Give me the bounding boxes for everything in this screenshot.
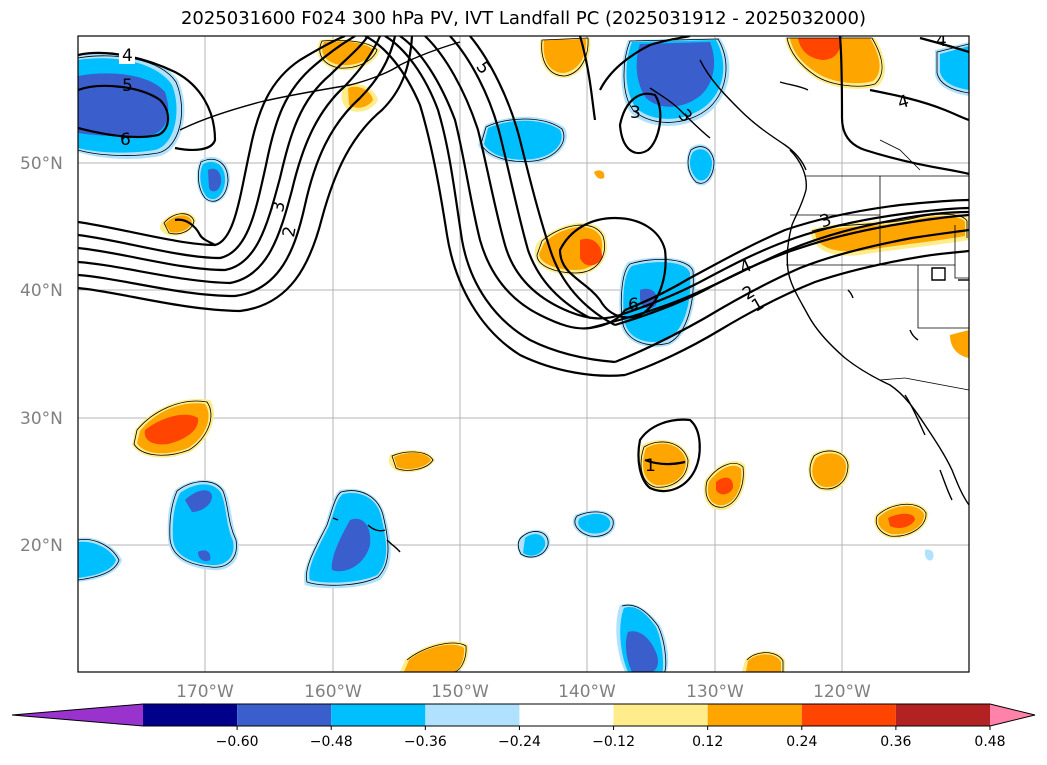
lon-label: 130°W (686, 682, 744, 702)
colorbar-bin (425, 704, 520, 726)
lat-label: 40°N (20, 281, 63, 301)
contour-label: 5 (122, 76, 133, 96)
contour-label: 3 (630, 103, 641, 123)
contour-label: 6 (628, 295, 639, 315)
positive-pc-shading (132, 38, 969, 672)
lat-label: 30°N (20, 409, 63, 429)
pv-contours (78, 36, 969, 493)
colorbar-bin (519, 704, 614, 726)
contour-label: 3 (268, 200, 290, 214)
longitude-labels: 170°W 160°W 150°W 140°W 130°W 120°W (176, 682, 871, 702)
lat-label: 50°N (20, 154, 63, 174)
colorbar-bin (331, 704, 426, 726)
lon-label: 170°W (176, 682, 234, 702)
map-frame (77, 35, 970, 673)
lon-label: 120°W (813, 682, 871, 702)
negative-pc-shading (78, 38, 969, 672)
colorbar-bin (237, 704, 332, 726)
contour-label: 2 (279, 225, 301, 239)
contour-label: 4 (122, 46, 133, 66)
colorbar-tick-label: 0.48 (974, 734, 1005, 750)
contour-label: 4 (936, 31, 947, 51)
lon-label: 160°W (304, 682, 362, 702)
lon-label: 140°W (558, 682, 616, 702)
contour-labels: 4 5 6 3 2 5 3 4 4 3 6 4 2 1 3 1 (119, 31, 947, 476)
colorbar-tick-label: 0.24 (786, 734, 817, 750)
colorbar-bin (143, 704, 238, 726)
colorbar-tick-label: 0.12 (692, 734, 723, 750)
lon-label: 150°W (431, 682, 489, 702)
colorbar-outline (11, 703, 1036, 727)
colorbar-tick-label: −0.24 (498, 734, 541, 750)
colorbar-bin (895, 704, 990, 726)
colorbar-tick-label: −0.12 (592, 734, 635, 750)
colorbar-bin (613, 704, 708, 726)
contour-label: 4 (896, 91, 912, 113)
latitude-labels: 50°N 40°N 30°N 20°N (20, 154, 63, 556)
colorbar-tick-label: −0.36 (404, 734, 447, 750)
contour-label: 6 (120, 130, 131, 150)
colorbar: −0.60 −0.48 −0.36 −0.24 −0.12 0.12 0.24 0.36 0.4… (11, 703, 1036, 750)
contour-label: 1 (645, 456, 656, 476)
colorbar-tick-label: 0.36 (880, 734, 911, 750)
contour-label: 5 (472, 58, 495, 78)
map-panel: 4 5 6 3 2 5 3 4 4 3 6 4 2 1 3 1 (78, 31, 969, 672)
colorbar-tick-label: −0.48 (310, 734, 353, 750)
colorbar-extend-high (990, 704, 1035, 726)
lat-label: 20°N (20, 536, 63, 556)
colorbar-extend-low (12, 704, 143, 726)
colorbar-bin (707, 704, 802, 726)
map-title: 2025031600 F024 300 hPa PV, IVT Landfall… (180, 8, 867, 29)
colorbar-bin (801, 704, 896, 726)
political-borders (786, 139, 969, 391)
colorbar-tick-label: −0.60 (216, 734, 259, 750)
coastlines (179, 41, 969, 553)
